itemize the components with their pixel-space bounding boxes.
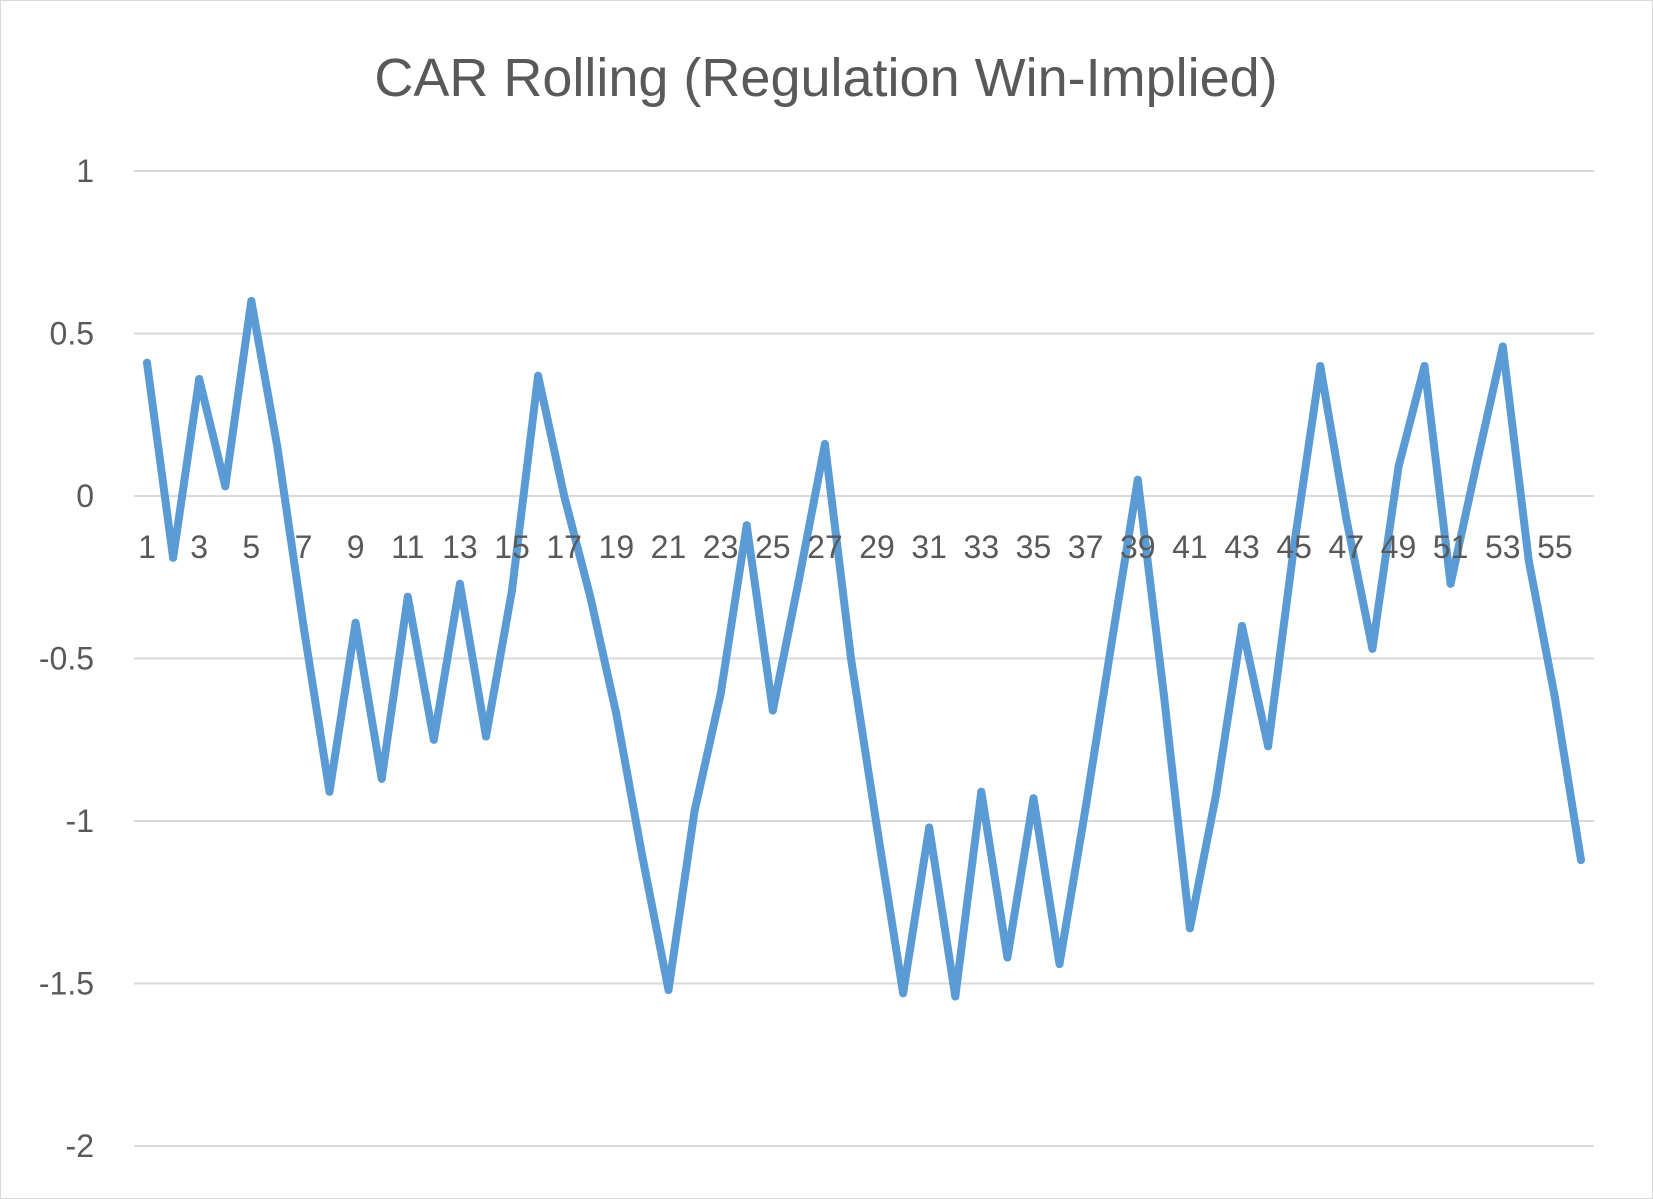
x-tick-label: 21 bbox=[651, 529, 687, 565]
data-point bbox=[1081, 804, 1090, 812]
data-point bbox=[768, 706, 777, 715]
x-axis-ticks: 1 3 5 7 9 11 13 15 17 19 21 23 25 27 29 31 33 35 37 39 41 43 4… bbox=[138, 529, 1573, 565]
data-point bbox=[586, 592, 595, 601]
y-tick-label: -1.5 bbox=[39, 966, 94, 1002]
x-tick-label: 41 bbox=[1172, 529, 1208, 565]
data-point bbox=[560, 492, 569, 500]
data-point bbox=[534, 371, 543, 380]
series-line bbox=[143, 297, 1585, 1001]
data-point bbox=[899, 989, 908, 998]
data-point bbox=[612, 709, 621, 718]
y-tick-label: -0.5 bbox=[39, 641, 94, 677]
x-tick-label: 7 bbox=[295, 529, 313, 565]
data-point bbox=[1055, 960, 1064, 968]
x-tick-label: 15 bbox=[494, 529, 530, 565]
x-tick-label: 23 bbox=[703, 529, 739, 565]
x-tick-label: 47 bbox=[1329, 529, 1365, 565]
x-tick-label: 55 bbox=[1537, 529, 1573, 565]
data-point bbox=[455, 579, 464, 588]
data-point bbox=[925, 823, 934, 832]
data-point bbox=[377, 774, 386, 783]
data-point bbox=[1472, 459, 1481, 468]
data-point bbox=[1238, 622, 1247, 630]
series-group bbox=[143, 297, 1585, 1001]
data-point bbox=[481, 732, 490, 741]
data-point bbox=[143, 358, 152, 367]
data-point bbox=[664, 986, 673, 994]
y-axis-ticks: 1 0.5 0 -0.5 -1 -1.5 -2 bbox=[39, 153, 94, 1164]
data-point bbox=[221, 482, 230, 491]
data-point bbox=[1107, 638, 1116, 647]
x-tick-label: 17 bbox=[546, 529, 582, 565]
data-point bbox=[1159, 690, 1168, 699]
x-tick-label: 5 bbox=[242, 529, 260, 565]
data-point bbox=[508, 586, 517, 595]
data-point bbox=[169, 553, 178, 562]
x-tick-label: 43 bbox=[1224, 529, 1260, 565]
data-point bbox=[716, 690, 725, 699]
data-point bbox=[403, 592, 412, 601]
data-point bbox=[1394, 462, 1403, 471]
x-tick-label: 3 bbox=[190, 529, 208, 565]
data-point bbox=[1029, 794, 1038, 803]
x-tick-label: 35 bbox=[1016, 529, 1052, 565]
data-point bbox=[1420, 362, 1429, 370]
x-tick-label: 31 bbox=[911, 529, 947, 565]
x-tick-label: 39 bbox=[1120, 529, 1156, 565]
data-point bbox=[820, 440, 829, 448]
data-point bbox=[1211, 791, 1220, 799]
data-point bbox=[325, 787, 334, 796]
x-tick-label: 27 bbox=[807, 529, 843, 565]
chart-title: CAR Rolling (Regulation Win-Implied) bbox=[374, 48, 1277, 108]
data-point bbox=[299, 622, 308, 630]
x-tick-label: 25 bbox=[755, 529, 791, 565]
data-point bbox=[247, 297, 256, 305]
x-tick-label: 53 bbox=[1485, 529, 1521, 565]
x-tick-label: 33 bbox=[964, 529, 1000, 565]
data-point bbox=[1342, 514, 1351, 523]
x-tick-label: 49 bbox=[1381, 529, 1417, 565]
data-point bbox=[1264, 742, 1273, 751]
x-tick-label: 19 bbox=[599, 529, 635, 565]
data-point bbox=[1290, 540, 1299, 549]
y-tick-label: -1 bbox=[66, 803, 94, 839]
data-point bbox=[977, 787, 986, 796]
data-point bbox=[195, 375, 204, 383]
data-point bbox=[1185, 924, 1194, 933]
data-point bbox=[742, 521, 751, 530]
data-point bbox=[1576, 856, 1585, 864]
data-point bbox=[1446, 579, 1455, 588]
data-point bbox=[273, 443, 282, 452]
data-point bbox=[1368, 644, 1377, 653]
x-tick-label: 11 bbox=[391, 529, 424, 565]
x-tick-label: 29 bbox=[859, 529, 895, 565]
data-point bbox=[794, 576, 803, 585]
x-tick-label: 51 bbox=[1433, 529, 1469, 565]
y-tick-label: 1 bbox=[76, 153, 94, 189]
x-tick-label: 1 bbox=[138, 529, 156, 565]
y-tick-label: 0.5 bbox=[50, 316, 94, 352]
data-point bbox=[951, 992, 960, 1001]
data-point bbox=[351, 618, 360, 627]
data-point bbox=[1498, 342, 1507, 351]
data-point bbox=[1524, 557, 1533, 565]
x-tick-label: 9 bbox=[347, 529, 365, 565]
x-tick-label: 45 bbox=[1276, 529, 1312, 565]
data-point bbox=[1316, 362, 1325, 370]
y-tick-label: -2 bbox=[66, 1128, 94, 1164]
data-point bbox=[846, 654, 855, 663]
data-point bbox=[873, 823, 882, 832]
data-point bbox=[1003, 953, 1012, 962]
data-point bbox=[1550, 693, 1559, 702]
gridlines bbox=[134, 170, 1594, 1147]
x-tick-label: 37 bbox=[1068, 529, 1104, 565]
y-tick-label: 0 bbox=[76, 478, 94, 514]
data-point bbox=[690, 807, 699, 816]
data-point bbox=[1133, 475, 1142, 484]
data-point bbox=[429, 735, 438, 744]
data-point bbox=[638, 852, 647, 861]
x-tick-label: 13 bbox=[442, 529, 478, 565]
